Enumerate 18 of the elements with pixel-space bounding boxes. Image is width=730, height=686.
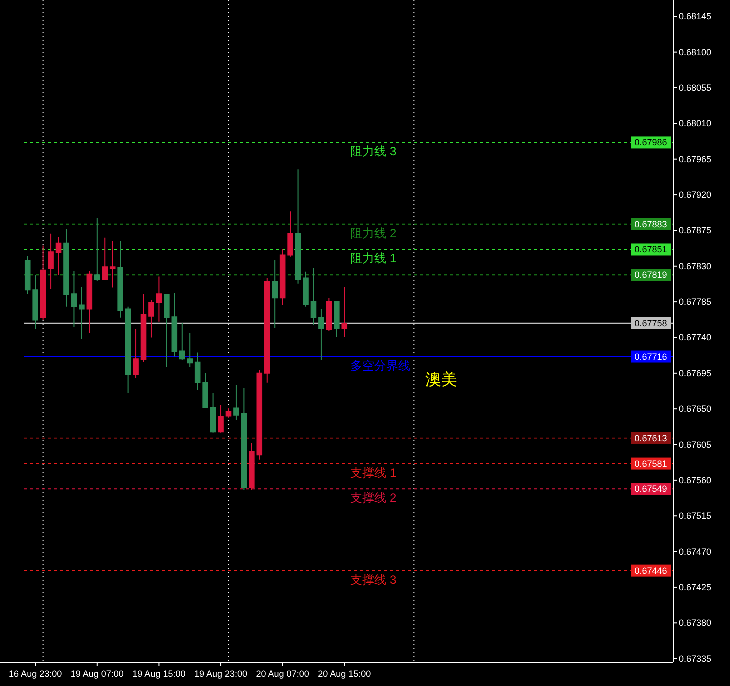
annotation: 支撑线 2 (350, 491, 397, 506)
ref-line-label: 0.67986 (634, 138, 668, 148)
annotation: 阻力线 2 (350, 226, 397, 240)
annotation: 多空分界线 (350, 358, 411, 373)
ref-line-label: 0.67758 (634, 318, 668, 328)
annotation: 阻力线 3 (350, 144, 397, 159)
annotation: 澳美 (425, 372, 458, 390)
ref-line-label: 0.67851 (634, 244, 668, 255)
ref-line-label: 0.67716 (634, 352, 668, 362)
ref-line-label: 0.67549 (634, 484, 668, 494)
ref-line-label: 0.67446 (634, 566, 668, 576)
ref-line-label: 0.67581 (634, 458, 668, 469)
annotation: 支撑线 3 (350, 572, 397, 587)
annotation: 支撑线 1 (350, 466, 397, 480)
ref-line-label: 0.67883 (634, 219, 668, 230)
annotation: 阻力线 1 (350, 252, 397, 266)
ref-line-label: 0.67613 (634, 433, 668, 444)
ref-line-label: 0.67819 (634, 270, 668, 280)
